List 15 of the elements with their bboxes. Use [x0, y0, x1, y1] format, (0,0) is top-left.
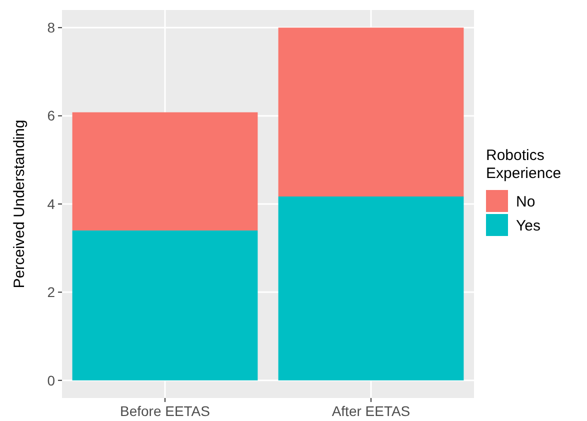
- x-tick-label: Before EETAS: [120, 403, 210, 419]
- y-tick-label: 2: [47, 284, 56, 300]
- bar: [72, 112, 258, 230]
- legend-title: Robotics Experience: [486, 147, 562, 182]
- legend-label: Yes: [516, 217, 540, 234]
- y-tick-label: 6: [47, 108, 56, 124]
- bar: [278, 28, 464, 197]
- bar: [72, 230, 258, 380]
- legend-label: No: [516, 193, 536, 210]
- bar: [278, 196, 464, 380]
- y-tick-label: 0: [47, 372, 56, 388]
- x-tick-label: After EETAS: [332, 403, 410, 419]
- y-tick-label: 8: [47, 20, 56, 36]
- y-tick-label: 4: [47, 196, 56, 212]
- y-axis-title: Perceived Understanding: [11, 120, 28, 288]
